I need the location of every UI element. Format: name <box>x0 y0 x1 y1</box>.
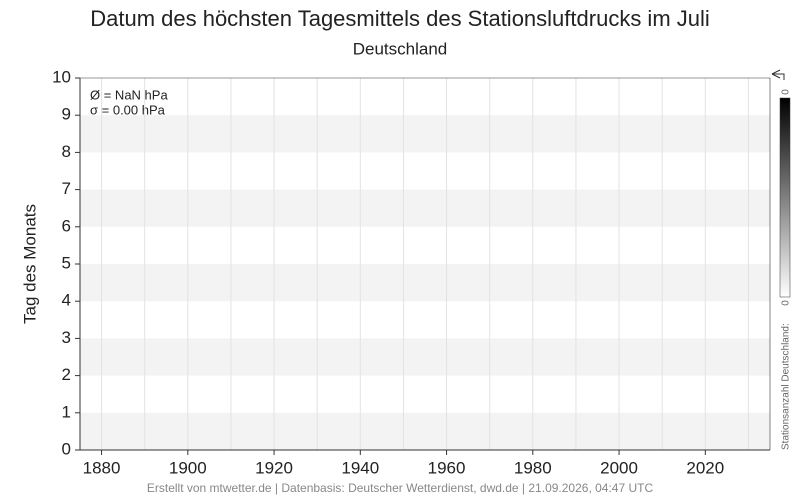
y-tick-label: 5 <box>62 253 71 272</box>
colorbar <box>779 97 791 298</box>
annotation: σ = 0.00 hPa <box>90 102 166 117</box>
grid-band <box>80 115 770 153</box>
x-tick-label: 1960 <box>428 458 466 477</box>
y-tick-label: 4 <box>62 291 71 310</box>
colorbar-tick-label: 0 <box>781 89 792 95</box>
arrow-icon <box>771 69 785 80</box>
grid-band <box>80 189 770 227</box>
colorbar-label: Stationsanzahl Deutschland: <box>781 323 792 450</box>
y-tick-label: 0 <box>62 439 71 458</box>
y-tick-label: 2 <box>62 365 71 384</box>
y-tick-label: 3 <box>62 328 71 347</box>
y-tick-label: 7 <box>62 179 71 198</box>
x-tick-label: 2020 <box>686 458 724 477</box>
y-tick-label: 9 <box>62 105 71 124</box>
x-tick-label: 1920 <box>255 458 293 477</box>
grid-band <box>80 412 770 450</box>
x-tick-label: 1900 <box>169 458 207 477</box>
y-tick-label: 8 <box>62 142 71 161</box>
plot-frame <box>80 77 771 450</box>
x-tick-label: 1940 <box>341 458 379 477</box>
grid-band <box>80 264 770 302</box>
chart-subtitle: Deutschland <box>353 39 448 58</box>
y-tick-label: 10 <box>52 67 71 86</box>
x-tick-label: 1980 <box>514 458 552 477</box>
y-tick-label: 1 <box>62 402 71 421</box>
chart-title: Datum des höchsten Tagesmittels des Stat… <box>90 6 710 31</box>
grid-band <box>80 338 770 376</box>
colorbar-tick-label: 0 <box>781 300 792 306</box>
x-tick-label: 1880 <box>83 458 121 477</box>
y-axis-label: Tag des Monats <box>20 204 39 324</box>
annotation: Ø = NaN hPa <box>90 87 168 102</box>
footer: Erstellt von mtwetter.de | Datenbasis: D… <box>147 481 654 495</box>
y-tick-label: 6 <box>62 216 71 235</box>
x-tick-label: 2000 <box>600 458 638 477</box>
